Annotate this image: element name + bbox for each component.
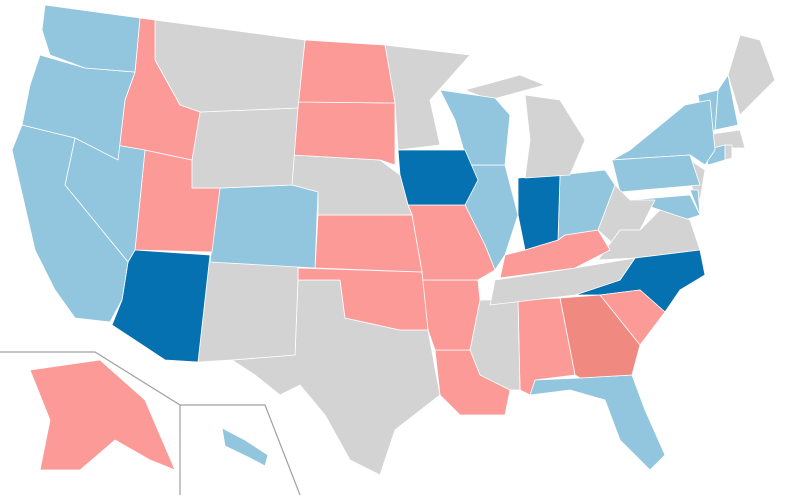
- state-region: [314, 214, 423, 273]
- state-region: [689, 189, 701, 216]
- hawaii-inset-border: [180, 404, 301, 495]
- state-region: [529, 374, 666, 471]
- state-region: [611, 99, 716, 166]
- state-region: [421, 279, 481, 351]
- state-region: [297, 39, 396, 104]
- state-region: [191, 107, 299, 189]
- alaska-inset-border: [0, 351, 181, 495]
- state-region: [397, 149, 479, 206]
- state-region: [197, 254, 299, 363]
- state-region: [434, 349, 511, 416]
- state-region: [209, 184, 319, 269]
- state-region: [29, 359, 176, 471]
- state-region: [439, 89, 511, 166]
- state-region: [524, 94, 586, 179]
- state-region: [11, 124, 129, 323]
- state-region: [611, 154, 701, 193]
- state-region: [221, 427, 269, 467]
- state-region: [724, 144, 733, 161]
- state-region: [297, 267, 429, 331]
- state-region: [154, 19, 306, 113]
- state-region: [41, 4, 141, 73]
- state-region: [517, 174, 561, 251]
- state-region: [291, 101, 396, 166]
- state-region: [727, 34, 776, 116]
